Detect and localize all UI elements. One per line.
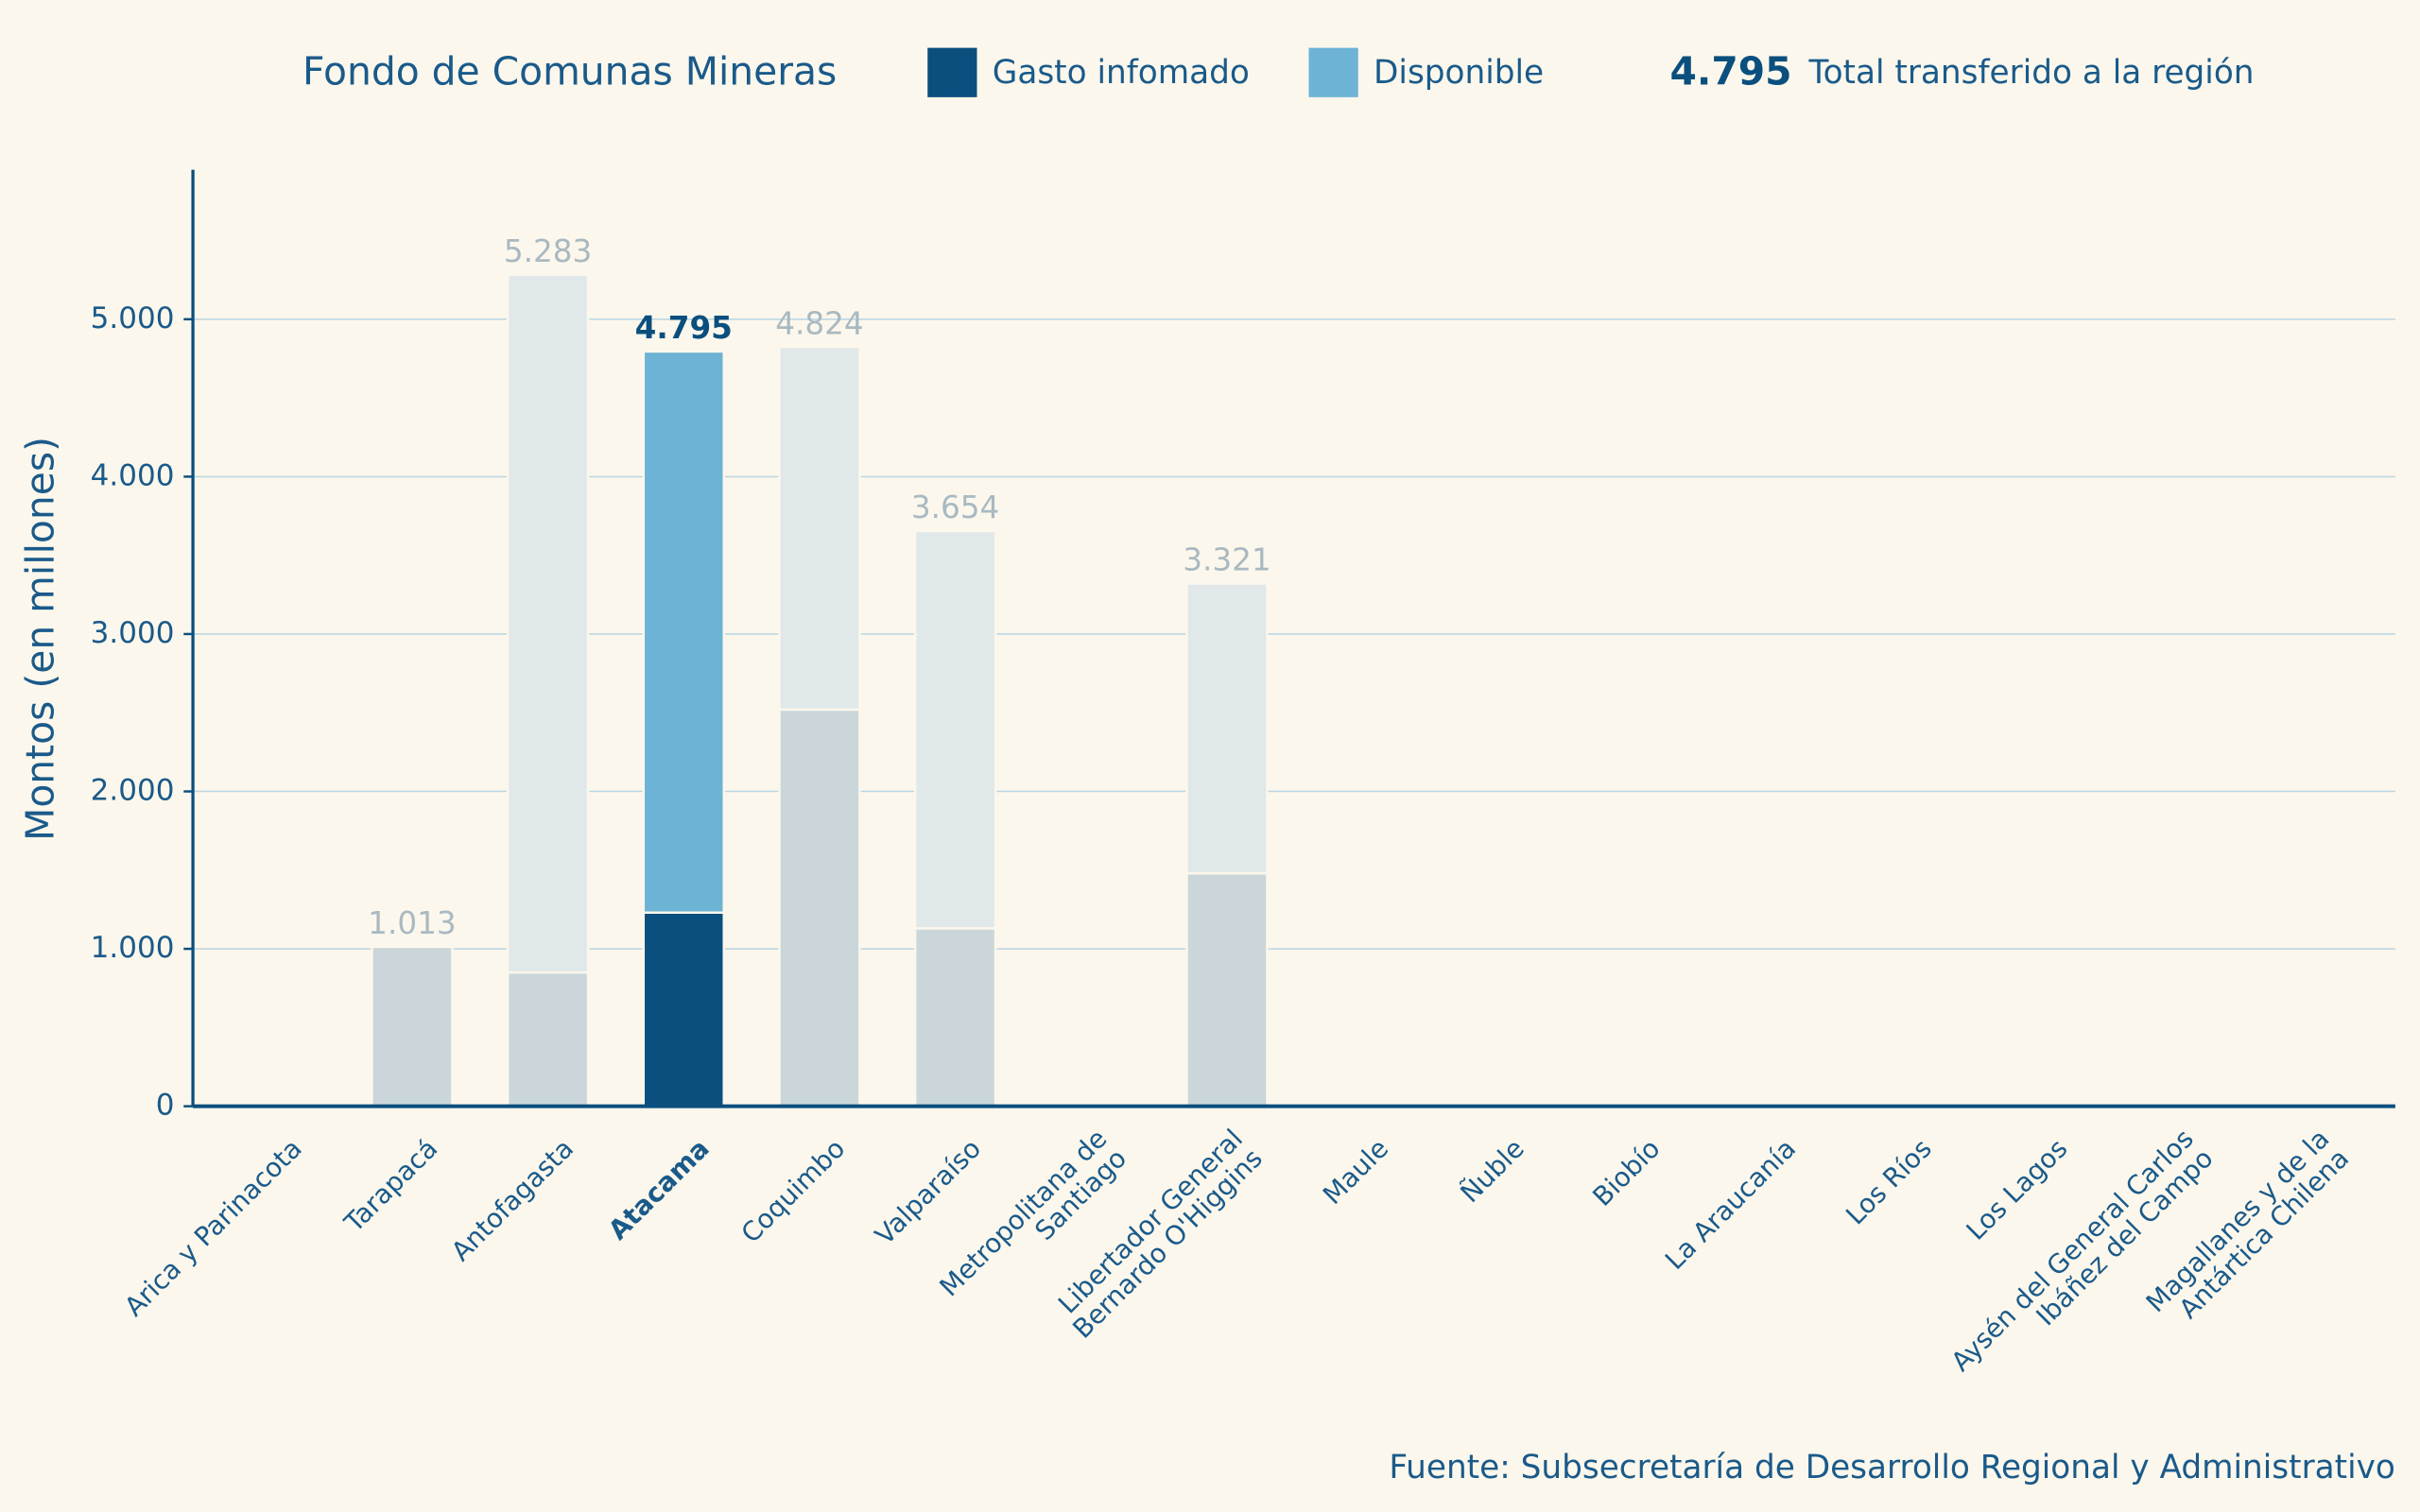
total-label: 5.283 <box>504 233 592 269</box>
bar-segment <box>642 911 725 1108</box>
source: Fuente: Subsecretaría de Desarrollo Regi… <box>1389 1449 2395 1486</box>
total-label: 1.013 <box>368 905 456 941</box>
bar-segment <box>778 345 861 712</box>
legend-swatch <box>1308 47 1358 97</box>
bar-segment <box>913 529 997 930</box>
chart-title: Fondo de Comunas Mineras <box>302 48 837 94</box>
bar-segment <box>1185 582 1269 875</box>
total-label: 3.654 <box>911 490 999 525</box>
legend-total-text: Total transferido a la región <box>1807 54 2254 92</box>
y-tick-label: 3.000 <box>91 616 175 650</box>
legend-total: 4.795 <box>1670 48 1792 94</box>
legend-swatch <box>927 47 977 97</box>
bar-segment <box>778 708 861 1108</box>
bar-segment <box>506 971 590 1108</box>
bar-segment <box>506 273 590 974</box>
bar-segment <box>1185 871 1269 1108</box>
total-label: 3.321 <box>1183 542 1270 578</box>
y-tick-label: 5.000 <box>91 301 175 335</box>
total-label: 4.824 <box>775 305 863 341</box>
y-tick-label: 2.000 <box>91 773 175 807</box>
bar-segment <box>642 350 725 914</box>
total-label: 4.795 <box>635 310 733 346</box>
bar-segment <box>913 927 997 1108</box>
y-tick-label: 0 <box>156 1089 175 1123</box>
y-tick-label: 4.000 <box>91 458 175 492</box>
legend-label: Gasto infomado <box>993 54 1250 92</box>
bar-segment <box>371 945 454 1108</box>
y-axis-title: Montos (en millones) <box>18 437 63 841</box>
legend-label: Disponible <box>1374 54 1544 92</box>
y-tick-label: 1.000 <box>91 931 175 965</box>
